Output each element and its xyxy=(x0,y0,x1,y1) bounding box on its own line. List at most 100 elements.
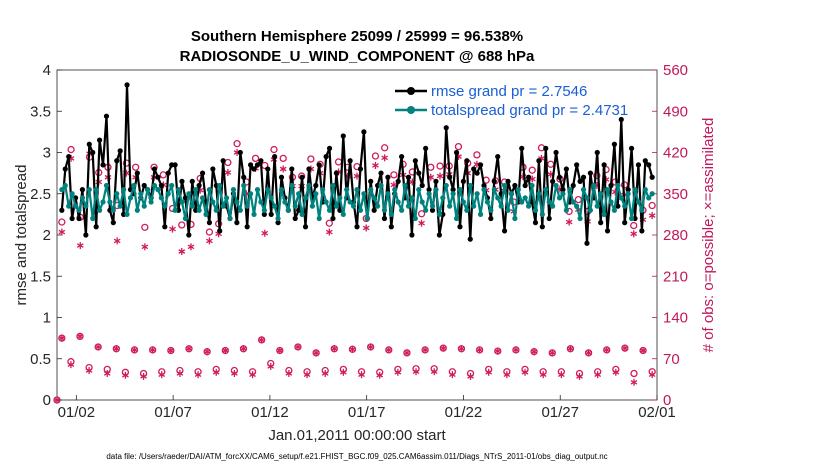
assimilated-obs-marker xyxy=(639,347,647,354)
totalspread-point xyxy=(591,182,597,189)
totalspread-point xyxy=(361,191,367,197)
assimilated-mark-stroke xyxy=(249,372,256,377)
rmse-point xyxy=(62,166,68,172)
rmse-point xyxy=(323,154,329,160)
totalspread-point xyxy=(635,199,642,205)
totalspread-point xyxy=(213,207,219,213)
rmse-point xyxy=(196,182,202,189)
totalspread-point xyxy=(337,195,343,201)
possible-obs-marker xyxy=(251,154,260,163)
rmse-point xyxy=(217,228,223,234)
totalspread-point xyxy=(371,195,377,201)
assimilated-mark-stroke xyxy=(76,243,84,248)
assimilated-obs-marker xyxy=(394,368,402,376)
assimilated-obs-marker xyxy=(294,343,302,351)
assimilated-obs-marker xyxy=(340,368,347,376)
totalspread-point xyxy=(114,191,120,197)
totalspread-point xyxy=(433,187,439,193)
x-tick-label: 01/02 xyxy=(58,404,96,421)
totalspread-point xyxy=(90,215,96,222)
rmse-point xyxy=(296,207,302,213)
plot-area xyxy=(56,69,658,401)
assimilated-obs-marker xyxy=(403,349,411,357)
right-tick-label: 490 xyxy=(663,103,688,120)
chart-title-line2: RADIOSONDE_U_WIND_COMPONENT @ 688 hPa xyxy=(180,48,535,65)
assimilated-obs-marker xyxy=(648,212,656,220)
totalspread-point xyxy=(364,215,370,222)
rmse-point xyxy=(114,158,120,164)
rmse-point xyxy=(261,211,267,217)
rmse-point xyxy=(611,141,618,147)
rmse-point xyxy=(141,182,147,189)
assimilated-mark-stroke xyxy=(169,226,176,232)
assimilated-mark-stroke xyxy=(340,369,347,375)
totalspread-point xyxy=(498,203,504,209)
rmse-point xyxy=(436,232,442,238)
x-tick-label: 01/07 xyxy=(154,404,192,421)
rmse-point xyxy=(340,133,346,139)
totalspread-point xyxy=(426,191,432,197)
legend-rmse-label: rmse grand pr = 2.7546 xyxy=(431,83,587,100)
totalspread-point xyxy=(96,207,103,213)
totalspread-point xyxy=(193,187,199,193)
totalspread-point xyxy=(203,211,209,217)
assimilated-obs-marker xyxy=(321,369,329,377)
rmse-point xyxy=(546,215,552,222)
rmse-point xyxy=(416,170,422,176)
left-tick-label: 2 xyxy=(43,227,51,244)
rmse-point xyxy=(241,174,247,180)
rmse-point xyxy=(155,174,161,180)
assimilated-obs-marker xyxy=(458,345,465,353)
totalspread-point xyxy=(103,182,110,189)
assimilated-obs-marker xyxy=(176,369,184,377)
totalspread-point xyxy=(467,182,473,189)
assimilated-obs-marker xyxy=(381,154,389,162)
totalspread-point xyxy=(416,187,422,193)
totalspread-point xyxy=(563,207,569,213)
assimilated-obs-marker xyxy=(131,346,138,354)
totalspread-point xyxy=(261,207,267,213)
totalspread-point xyxy=(62,182,68,189)
totalspread-point xyxy=(124,211,130,217)
assimilated-mark-stroke xyxy=(512,347,520,353)
totalspread-point xyxy=(423,207,429,213)
totalspread-point xyxy=(368,187,374,193)
assimilated-obs-marker xyxy=(85,367,93,375)
assimilated-mark-stroke xyxy=(394,369,402,375)
totalspread-point xyxy=(155,187,161,193)
rmse-point xyxy=(316,162,322,168)
assimilated-mark-stroke xyxy=(176,371,184,376)
assimilated-mark-stroke xyxy=(185,346,193,352)
assimilated-mark-stroke xyxy=(476,347,483,353)
rmse-point xyxy=(635,162,642,168)
totalspread-point xyxy=(347,199,353,205)
rmse-point xyxy=(234,220,240,226)
rmse-point xyxy=(172,162,178,168)
rmse-point xyxy=(560,187,566,193)
totalspread-point xyxy=(532,207,539,213)
rmse-point xyxy=(532,220,539,226)
totalspread-point xyxy=(598,191,604,197)
assimilated-mark-stroke xyxy=(539,372,547,377)
rmse-point xyxy=(491,178,497,184)
rmse-point xyxy=(86,141,92,147)
totalspread-point xyxy=(577,215,583,222)
rmse-point xyxy=(182,195,188,201)
assimilated-obs-marker xyxy=(557,371,565,379)
assimilated-obs-marker xyxy=(539,371,547,379)
assimilated-mark-stroke xyxy=(585,350,592,356)
assimilated-mark-stroke xyxy=(448,372,456,377)
assimilated-obs-marker xyxy=(76,242,84,250)
rmse-point xyxy=(563,166,569,172)
rmse-point xyxy=(405,174,412,180)
rmse-point xyxy=(189,178,195,184)
rmse-point xyxy=(488,215,494,222)
rmse-point xyxy=(399,154,405,160)
y-axis-label-left: rmse and totalspread xyxy=(13,165,30,306)
assimilated-mark-stroke xyxy=(594,372,602,377)
totalspread-point xyxy=(378,182,384,189)
rmse-point xyxy=(302,224,309,230)
totalspread-point xyxy=(258,199,264,205)
assimilated-mark-stroke xyxy=(261,230,269,236)
totalspread-point xyxy=(512,215,518,222)
